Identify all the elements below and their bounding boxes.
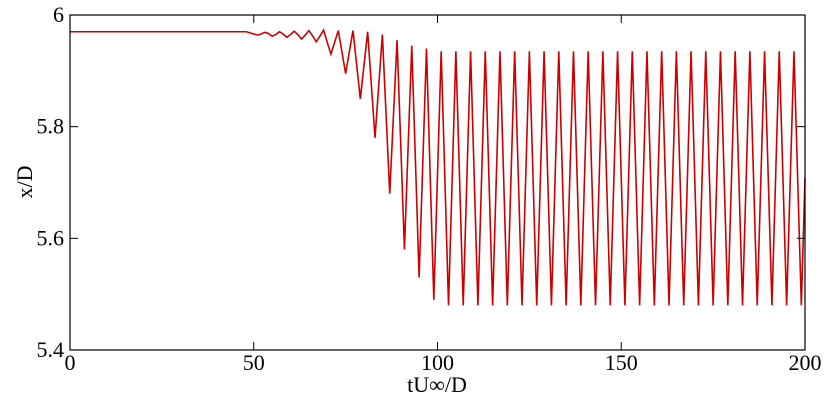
y-tick-label: 5.8 bbox=[37, 114, 65, 139]
data-line bbox=[70, 28, 806, 306]
x-tick-label: 100 bbox=[421, 350, 454, 375]
x-axis-label: tU∞/D bbox=[407, 372, 467, 397]
y-tick-label: 6 bbox=[53, 2, 64, 27]
x-tick-label: 50 bbox=[243, 350, 265, 375]
x-tick-label: 200 bbox=[789, 350, 822, 375]
x-tick-label: 150 bbox=[605, 350, 638, 375]
y-tick-label: 5.6 bbox=[37, 225, 65, 250]
x-tick-label: 0 bbox=[65, 350, 76, 375]
y-tick-label: 5.4 bbox=[37, 337, 65, 362]
y-axis-label: x/D bbox=[12, 166, 37, 199]
